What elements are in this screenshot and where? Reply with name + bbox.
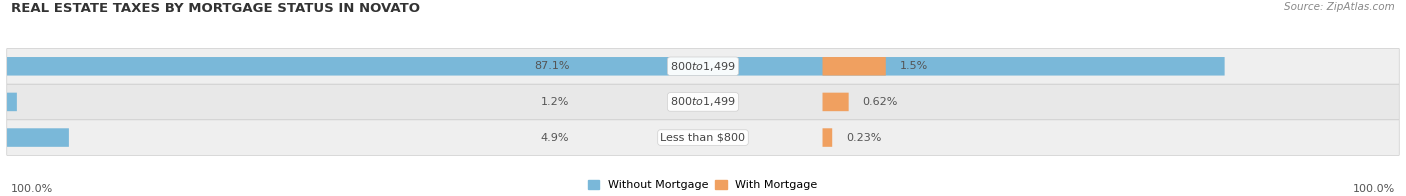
Text: 1.5%: 1.5%	[900, 61, 928, 71]
Text: Source: ZipAtlas.com: Source: ZipAtlas.com	[1284, 2, 1395, 12]
Text: Less than $800: Less than $800	[661, 132, 745, 142]
FancyBboxPatch shape	[7, 93, 17, 111]
FancyBboxPatch shape	[7, 128, 69, 147]
Text: 1.2%: 1.2%	[541, 97, 569, 107]
Text: 87.1%: 87.1%	[534, 61, 569, 71]
Text: $800 to $1,499: $800 to $1,499	[671, 60, 735, 73]
Text: 100.0%: 100.0%	[11, 184, 53, 194]
FancyBboxPatch shape	[7, 57, 1225, 75]
FancyBboxPatch shape	[823, 128, 832, 147]
Text: 100.0%: 100.0%	[1353, 184, 1395, 194]
FancyBboxPatch shape	[7, 48, 1399, 84]
FancyBboxPatch shape	[823, 93, 849, 111]
Text: 0.23%: 0.23%	[846, 132, 882, 142]
Text: 0.62%: 0.62%	[863, 97, 898, 107]
FancyBboxPatch shape	[7, 84, 1399, 120]
FancyBboxPatch shape	[7, 120, 1399, 155]
Legend: Without Mortgage, With Mortgage: Without Mortgage, With Mortgage	[588, 180, 818, 191]
Text: 4.9%: 4.9%	[541, 132, 569, 142]
Text: REAL ESTATE TAXES BY MORTGAGE STATUS IN NOVATO: REAL ESTATE TAXES BY MORTGAGE STATUS IN …	[11, 2, 420, 15]
FancyBboxPatch shape	[823, 57, 886, 75]
Text: $800 to $1,499: $800 to $1,499	[671, 95, 735, 108]
